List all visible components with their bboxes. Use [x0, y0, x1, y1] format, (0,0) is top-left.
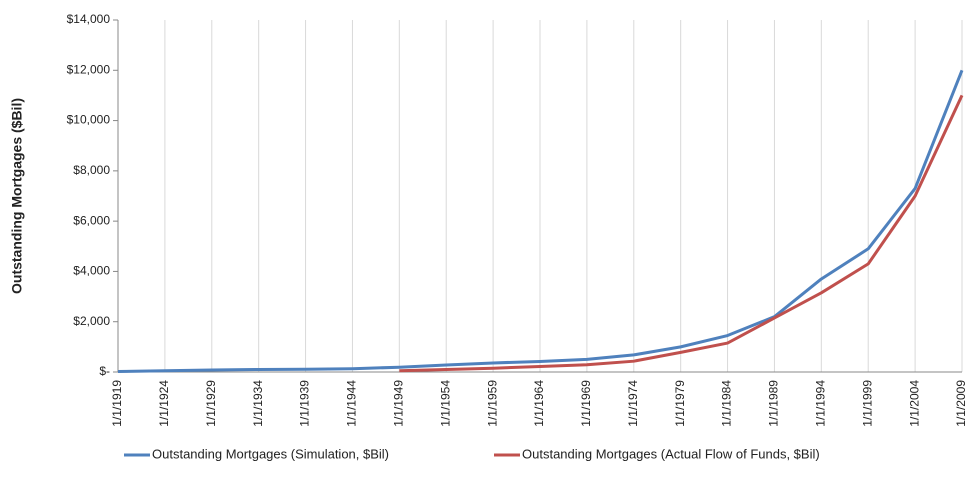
y-tick-label: $2,000	[73, 314, 110, 328]
y-tick-label: $14,000	[67, 12, 111, 26]
y-tick-label: $12,000	[67, 62, 111, 76]
y-tick-label: $6,000	[73, 213, 110, 227]
x-tick-label: 1/1/1954	[438, 380, 452, 427]
y-axis-title: Outstanding Mortgages ($Bil)	[9, 98, 25, 294]
y-tick-label: $-	[99, 364, 110, 378]
x-tick-label: 1/1/1924	[157, 380, 171, 427]
x-tick-label: 1/1/1944	[345, 380, 359, 427]
x-tick-label: 1/1/1934	[251, 380, 265, 427]
y-tick-label: $4,000	[73, 264, 110, 278]
x-tick-label: 1/1/1919	[110, 380, 124, 427]
series-line	[117, 69, 964, 373]
y-tick-label: $10,000	[67, 113, 111, 127]
legend-label: Outstanding Mortgages (Simulation, $Bil)	[152, 446, 389, 461]
x-tick-label: 1/1/1939	[298, 380, 312, 427]
x-tick-label: 1/1/1984	[720, 380, 734, 427]
x-tick-label: 1/1/2004	[907, 380, 921, 427]
x-tick-label: 1/1/1949	[392, 380, 406, 427]
x-tick-label: 1/1/1964	[532, 380, 546, 427]
x-tick-label: 1/1/1929	[204, 380, 218, 427]
x-tick-label: 1/1/1994	[814, 380, 828, 427]
x-tick-label: 1/1/1979	[673, 380, 687, 427]
legend-label: Outstanding Mortgages (Actual Flow of Fu…	[522, 446, 820, 461]
series-line	[399, 94, 964, 373]
x-tick-label: 1/1/1959	[485, 380, 499, 427]
x-tick-label: 1/1/1999	[860, 380, 874, 427]
x-tick-label: 1/1/1974	[626, 380, 640, 427]
x-tick-label: 1/1/1969	[579, 380, 593, 427]
x-tick-label: 1/1/1989	[767, 380, 781, 427]
y-tick-label: $8,000	[73, 163, 110, 177]
x-tick-label: 1/1/2009	[954, 380, 968, 427]
